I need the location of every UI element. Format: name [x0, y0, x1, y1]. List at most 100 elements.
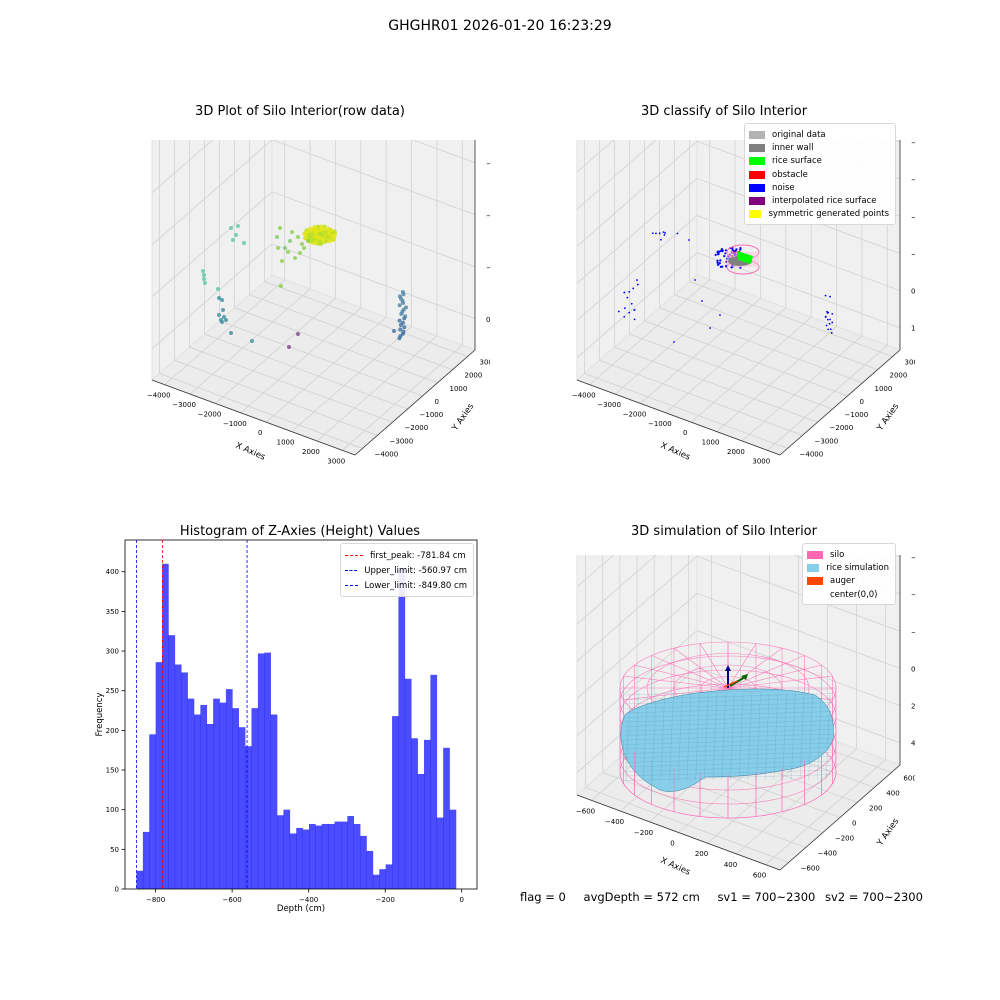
raw-plot-title: 3D Plot of Silo Interior(row data) [195, 104, 405, 119]
cls-data-point [718, 250, 721, 253]
simulation-3d-plot[interactable]: −600 −400 −200 0 200 400 600 −600 −400 −200 0 200 40… [555, 555, 915, 885]
hist-bar [264, 652, 271, 889]
raw-y-axis-label: Y Axies [450, 401, 477, 433]
sim-mesh-line [686, 692, 692, 781]
cls-data-point [701, 300, 703, 302]
hist-x-tick-label: −600 [223, 896, 242, 904]
hist-bar [449, 809, 457, 889]
raw-data-point [402, 325, 407, 330]
sim-grid-line [602, 772, 806, 848]
legend-item: first_peak: -781.84 cm [345, 548, 467, 563]
raw-grid-line [219, 320, 423, 397]
cls-data-point [721, 250, 724, 253]
raw-data-point [234, 233, 238, 237]
cls-data-point [719, 314, 721, 316]
sim-x-axis-label: X Axies [659, 856, 692, 878]
cls-y-tick-label: 3000 [905, 359, 916, 367]
sim-mesh-line [624, 715, 834, 723]
raw-x-tick-label: −2000 [198, 410, 222, 418]
raw-grid-line [264, 281, 468, 357]
cls-data-point [731, 248, 734, 252]
sim-z-tick-label: 400 [911, 740, 915, 748]
legend-item: interpolated rice surface [749, 194, 889, 207]
sim-mesh-line [624, 702, 834, 709]
sim-silo-ring [619, 771, 837, 819]
cls-y-axis-line [779, 349, 901, 456]
legend-item: Upper_limit: -560.97 cm [345, 563, 467, 578]
cls-data-point [831, 321, 834, 324]
raw-data-point [401, 301, 406, 305]
histogram-plot[interactable]: −800 −600 −400 −200 0 0 50 100 150 200 250 300 350 40… [80, 530, 490, 920]
cls-data-point [825, 324, 828, 327]
sim-mesh-line [624, 693, 834, 700]
cls-grid-line [674, 294, 878, 371]
cls-data-point [724, 249, 727, 252]
hist-bar [213, 698, 220, 889]
raw-data-point [300, 242, 304, 246]
raw-grid-line [240, 307, 362, 414]
cls-data-point [739, 248, 742, 251]
hist-bar [353, 823, 361, 889]
raw-data-point [398, 323, 403, 327]
cls-y-tick-label: 2000 [890, 372, 908, 380]
legend-label: inner wall [772, 142, 814, 153]
legend-swatch [807, 591, 823, 599]
raw-grid-line [151, 243, 476, 350]
cls-z-tick-label: −2000 [911, 213, 915, 221]
sim-grid-line [585, 787, 789, 863]
hist-x-axis-label: Depth (cm) [277, 904, 325, 914]
legend-swatch [807, 563, 820, 572]
sim-mesh-line [624, 733, 834, 741]
legend-swatch [807, 550, 823, 559]
cls-grid-line [689, 281, 893, 357]
raw-x-tick-label: −4000 [147, 392, 171, 400]
sim-mesh-line [624, 760, 834, 768]
raw-y-tick-label: 3000 [480, 359, 491, 367]
legend-item: noise [749, 181, 889, 194]
raw-grid-line [249, 294, 453, 371]
cls-grid-line [767, 345, 888, 451]
hist-bar [206, 724, 214, 889]
raw-data-point [298, 251, 302, 255]
sim-mesh-line [624, 765, 834, 772]
raw-data-point [275, 235, 279, 239]
raw-data-point [231, 238, 235, 242]
raw-3d-plot[interactable]: −4000−3000−2000−10000100020003000−4000−3… [130, 140, 490, 470]
sim-x-tick-label: −600 [576, 807, 595, 815]
raw-data-point [296, 235, 300, 239]
hist-bar [245, 746, 252, 889]
sim-mesh-line [624, 706, 834, 714]
cls-x-tick-label: 2000 [727, 448, 745, 456]
hist-bar [193, 714, 201, 889]
cls-grid-line [640, 298, 761, 404]
raw-points [201, 224, 409, 349]
raw-data-point [399, 312, 404, 316]
hist-bar [219, 702, 227, 889]
raw-data-point [229, 226, 233, 230]
raw-data-point [302, 231, 308, 237]
sim-y-axis-line [779, 764, 901, 871]
cls-y-tick-label: 1000 [875, 385, 893, 393]
raw-data-point [276, 246, 280, 250]
raw-data-point [398, 327, 403, 332]
cls-data-point [723, 254, 726, 258]
sim-mesh-line [782, 692, 787, 781]
hist-y-tick-label: 150 [106, 767, 119, 775]
cls-data-point [628, 290, 631, 293]
raw-x-tick-label: 3000 [327, 457, 345, 465]
raw-data-point [203, 281, 207, 285]
legend-item: rice surface [749, 155, 889, 168]
raw-data-point [397, 303, 402, 308]
simulation-plot-title: 3D simulation of Silo Interior [631, 524, 817, 539]
cls-data-point [636, 283, 639, 286]
raw-grid-line [151, 140, 476, 194]
hist-bar [142, 831, 150, 889]
legend-label: first_peak: -781.84 cm [370, 550, 466, 561]
legend-label: rice simulation [826, 562, 889, 573]
hist-y-axis-label: Frequency [95, 693, 105, 737]
raw-x-tick-label: 2000 [302, 448, 320, 456]
sim-mesh-line [808, 692, 813, 781]
legend-label: Lower_limit: -849.80 cm [364, 580, 467, 591]
hist-y-tick-label: 200 [106, 727, 119, 735]
raw-x-tick-label: 1000 [277, 439, 295, 447]
